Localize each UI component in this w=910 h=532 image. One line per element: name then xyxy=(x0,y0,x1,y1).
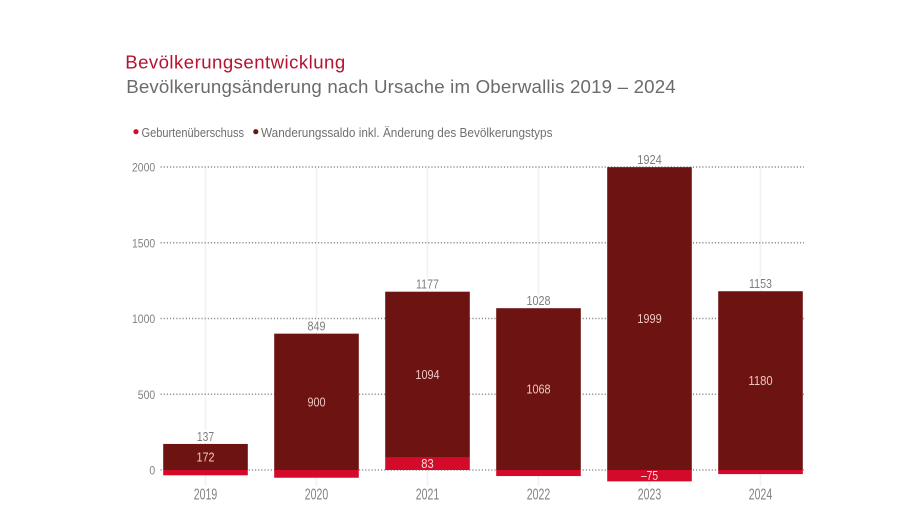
svg-text:500: 500 xyxy=(138,388,156,402)
svg-text:137: 137 xyxy=(197,429,214,444)
svg-text:2020: 2020 xyxy=(305,487,328,504)
svg-text:1999: 1999 xyxy=(637,311,662,326)
svg-text:1068: 1068 xyxy=(526,382,550,397)
svg-text:1000: 1000 xyxy=(132,312,155,326)
svg-text:1028: 1028 xyxy=(527,293,551,308)
svg-text:2023: 2023 xyxy=(638,487,661,504)
svg-text:172: 172 xyxy=(196,450,214,465)
svg-text:Bevölkerungsentwicklung: Bevölkerungsentwicklung xyxy=(125,51,345,72)
svg-text:Geburtenüberschuss: Geburtenüberschuss xyxy=(142,125,245,140)
svg-text:–75: –75 xyxy=(641,468,658,483)
svg-text:0: 0 xyxy=(149,464,155,478)
svg-text:1177: 1177 xyxy=(416,277,439,292)
svg-text:2021: 2021 xyxy=(416,487,439,504)
svg-text:83: 83 xyxy=(421,456,433,471)
svg-text:2022: 2022 xyxy=(527,487,550,504)
svg-text:1500: 1500 xyxy=(132,236,155,250)
svg-text:900: 900 xyxy=(307,394,325,409)
svg-text:1924: 1924 xyxy=(637,152,662,167)
svg-text:Bevölkerungsänderung nach Ursa: Bevölkerungsänderung nach Ursache im Obe… xyxy=(126,76,676,97)
svg-text:2024: 2024 xyxy=(749,487,772,504)
svg-text:2000: 2000 xyxy=(132,161,155,175)
svg-text:2019: 2019 xyxy=(194,487,217,504)
svg-text:1180: 1180 xyxy=(748,373,772,388)
svg-text:1094: 1094 xyxy=(415,367,439,382)
svg-text:849: 849 xyxy=(308,319,326,334)
svg-text:1153: 1153 xyxy=(749,276,772,291)
svg-text:Wanderungssaldo inkl. Änderung: Wanderungssaldo inkl. Änderung des Bevöl… xyxy=(261,125,553,140)
